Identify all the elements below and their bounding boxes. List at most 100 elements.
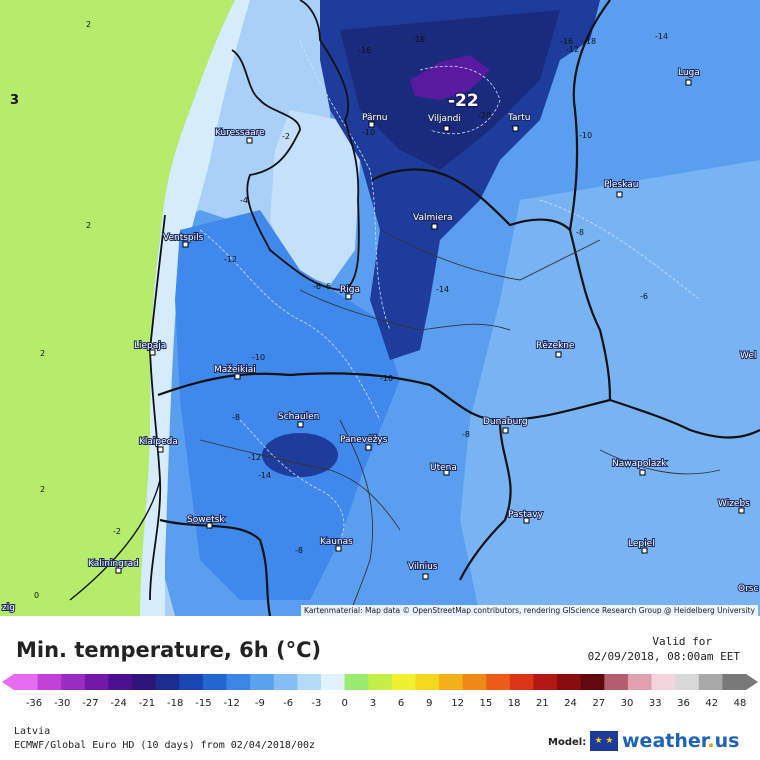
scale-swatch [627, 674, 653, 690]
scale-swatch [604, 674, 629, 690]
city-label: Luga [678, 68, 700, 78]
isoline-label: 2 [86, 221, 91, 230]
isoline-label: 2 [40, 485, 45, 494]
isoline-label: -12 [224, 255, 237, 264]
color-scale [2, 674, 758, 690]
scale-tick-label: -12 [223, 698, 240, 709]
city-label: Liepaja [134, 341, 166, 351]
isoline-label: -10 [362, 128, 375, 137]
scale-swatch [226, 674, 251, 690]
isoline-label: -6 [323, 282, 331, 291]
scale-swatch [698, 674, 723, 690]
isoline-label: -16 [358, 46, 371, 55]
scale-tick-label: 9 [426, 698, 433, 709]
model-info: ECMWF/Global Euro HD (10 days) from 02/0… [14, 740, 316, 751]
scale-tick-label: -9 [254, 698, 265, 709]
city-markers: Kuressaare Pärnu Viljandi Tartu Luga Ple… [1, 67, 759, 614]
scale-swatch [273, 674, 298, 690]
scale-tick-label: -18 [167, 698, 184, 709]
scale-swatch [320, 674, 346, 690]
eu-flag-icon: ★ ★ [590, 731, 618, 751]
city-label: Lepiel [628, 539, 655, 549]
city-label: Mažeikiai [214, 365, 256, 375]
warm-sea-band [0, 0, 235, 616]
scale-tick-label: -27 [82, 698, 99, 709]
city-dot [368, 121, 375, 128]
isoline-label: -18 [583, 37, 596, 46]
isoline-label: -14 [258, 471, 271, 480]
brand-name: weather.us [622, 730, 739, 752]
city-label: Viljandi [428, 114, 461, 124]
city-label: Pleskau [604, 180, 638, 190]
city-label: Kuressaare [215, 128, 265, 138]
brand-dot: . [707, 730, 715, 752]
city-dot [157, 446, 164, 453]
city-dot [738, 507, 745, 514]
scale-tick-label: 42 [705, 698, 719, 709]
admin-border [299, 289, 511, 331]
city-dot [297, 421, 304, 428]
city-label: Tartu [507, 113, 530, 123]
city-dot [431, 223, 438, 230]
border-estonia-latvia [371, 0, 611, 233]
scale-swatch [14, 674, 39, 690]
scale-tick-label: 18 [507, 698, 521, 709]
scale-tick-label: 36 [677, 698, 690, 709]
city-label: Wizebs [718, 499, 750, 509]
chart-title: Min. temperature, 6h (°C) [16, 638, 322, 662]
isoline-label: -8 [576, 228, 584, 237]
isoline-labels: 2 2 2 2 -2 -2 -4 -6 -6 -6 -8 -8 -8 -8 -1… [10, 20, 668, 600]
scale-tick-label: -36 [25, 698, 43, 709]
scale-swatch [391, 674, 416, 690]
temperature-map[interactable]: Kuressaare Pärnu Viljandi Tartu Luga Ple… [0, 0, 760, 616]
coastline [231, 0, 360, 291]
scale-swatch [557, 674, 582, 690]
scale-swatch [344, 674, 369, 690]
scale-tick-label: 0 [341, 698, 348, 709]
scale-tick-label: 21 [535, 698, 549, 709]
city-dot [523, 517, 530, 524]
scale-swatch [155, 674, 180, 690]
flag-stars: ★ ★ [594, 736, 614, 746]
city-dot [422, 573, 429, 580]
scale-swatch [132, 674, 157, 690]
city-label: Kaunas [320, 537, 353, 547]
city-dot [335, 545, 342, 552]
scale-tick-label: -6 [283, 698, 294, 709]
scale-swatch [179, 674, 204, 690]
city-label: Panevėžys [340, 435, 388, 445]
coldest-core [410, 55, 490, 100]
isoline [419, 65, 501, 135]
scale-swatch [722, 674, 747, 690]
city-label: Pärnu [362, 113, 388, 123]
scale-swatch [580, 674, 605, 690]
brand-logo[interactable]: ★ ★ weather.us [590, 728, 739, 754]
cold-zone-west [175, 210, 400, 600]
city-label: Valmiera [413, 213, 453, 223]
isoline-label: 0 [34, 591, 39, 600]
city-dot [512, 125, 519, 132]
scale-tick-label: -3 [311, 698, 322, 709]
isoline-label: -12 [248, 453, 261, 462]
brand-main: weather [622, 730, 708, 752]
isoline-label: -10 [380, 374, 393, 383]
city-label: Schaulen [278, 412, 319, 422]
city-label: Orsc [738, 584, 758, 594]
admin-border [599, 449, 721, 475]
scale-swatch [675, 674, 700, 690]
scale-arrow-left [2, 674, 14, 690]
border-latvia-lithuania [157, 372, 760, 439]
city-label: Kaliningrad [88, 559, 139, 569]
isoline-label: -12 [566, 45, 579, 54]
city-dot [182, 241, 189, 248]
scale-swatch [84, 674, 109, 690]
isoline-label: -20 [478, 111, 491, 120]
isoline-label: -16 [560, 37, 573, 46]
max-value-label: -22 [448, 91, 479, 111]
city-dot [234, 373, 241, 380]
brand-tld: us [714, 730, 740, 752]
isoline-label: 2 [40, 349, 45, 358]
isoline-label: -4 [240, 196, 248, 205]
scale-tick-label: 30 [620, 698, 634, 709]
isoline-label: 3 [10, 93, 19, 108]
